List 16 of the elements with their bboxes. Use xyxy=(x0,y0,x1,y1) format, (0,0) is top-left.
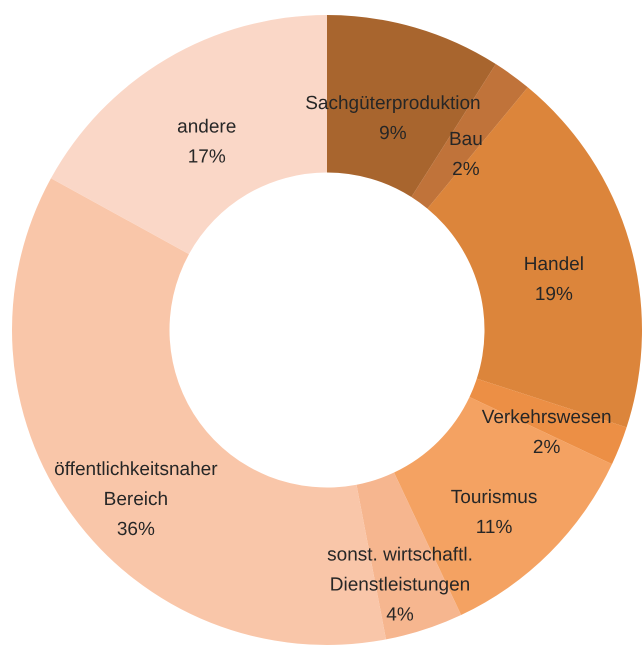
slice-label: öffentlichkeitsnaher Bereich xyxy=(54,458,218,510)
data-label: 11% xyxy=(476,517,512,538)
data-label: 36% xyxy=(116,518,155,540)
donut-slice xyxy=(470,378,627,464)
data-label: 4% xyxy=(386,604,414,626)
data-label: 2% xyxy=(452,158,480,180)
data-label: 9% xyxy=(379,123,407,144)
slice-label: Tourismus xyxy=(450,487,538,508)
slice-label: Bau xyxy=(448,128,483,150)
data-label: 17% xyxy=(188,146,226,168)
slice-label: andere xyxy=(177,116,236,138)
slice-label: Verkehrswesen xyxy=(482,406,612,428)
data-label: 19% xyxy=(534,284,573,306)
data-label: 2% xyxy=(532,436,560,458)
slice-label: sonst. wirtschaftl. Dienstleistungen xyxy=(327,544,473,596)
slice-label: Handel xyxy=(524,254,584,276)
